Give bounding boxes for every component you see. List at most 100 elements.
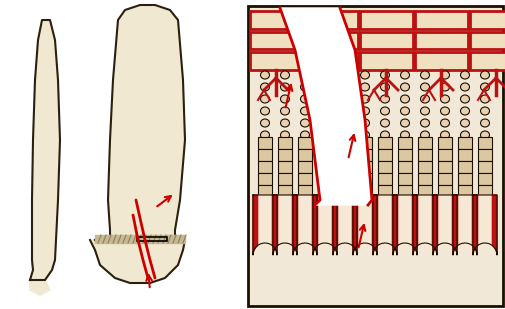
Polygon shape [418,195,430,253]
Ellipse shape [440,95,448,103]
Polygon shape [278,195,290,253]
Polygon shape [378,195,390,253]
Bar [337,137,351,149]
Ellipse shape [380,71,389,79]
Bar [305,11,358,29]
Ellipse shape [480,95,488,103]
Ellipse shape [340,107,349,115]
Polygon shape [298,195,311,253]
Polygon shape [372,195,396,255]
Polygon shape [432,195,456,255]
Polygon shape [478,195,490,253]
Polygon shape [472,195,496,255]
Bar [337,161,351,173]
Ellipse shape [440,71,448,79]
Ellipse shape [440,107,448,115]
Bar [317,137,331,149]
Bar [477,185,491,197]
Bar [258,173,272,185]
Bar [397,185,411,197]
Ellipse shape [360,83,369,91]
Bar [137,237,167,241]
Ellipse shape [280,71,289,79]
Ellipse shape [460,119,469,127]
Ellipse shape [480,71,488,79]
Bar [277,137,291,149]
Ellipse shape [280,107,289,115]
Ellipse shape [460,95,469,103]
Bar [469,11,505,29]
Ellipse shape [440,83,448,91]
Polygon shape [273,195,296,255]
Ellipse shape [260,107,269,115]
Ellipse shape [480,83,488,91]
Bar [337,185,351,197]
Ellipse shape [480,107,488,115]
Bar [437,161,451,173]
Polygon shape [358,195,370,253]
Bar [457,185,471,197]
Polygon shape [259,195,271,253]
Polygon shape [313,195,336,255]
Bar [397,173,411,185]
Bar [437,149,451,161]
Ellipse shape [280,119,289,127]
Bar [249,32,302,49]
Ellipse shape [400,83,409,91]
Ellipse shape [300,83,309,91]
Ellipse shape [280,95,289,103]
Bar [477,173,491,185]
Bar [297,137,312,149]
Ellipse shape [340,71,349,79]
Ellipse shape [400,119,409,127]
Ellipse shape [260,131,269,139]
Bar [359,32,412,49]
Polygon shape [90,240,185,283]
Bar [358,149,371,161]
Bar [277,161,291,173]
Bar [258,161,272,173]
Bar [297,161,312,173]
Polygon shape [452,195,476,255]
Polygon shape [95,5,185,240]
Bar [377,161,391,173]
Bar [358,137,371,149]
Bar [297,185,312,197]
Ellipse shape [440,131,448,139]
Bar [417,149,431,161]
Ellipse shape [320,107,329,115]
Bar [305,32,358,49]
Bar [397,161,411,173]
Bar [358,161,371,173]
Ellipse shape [280,131,289,139]
Bar [437,173,451,185]
Bar [397,137,411,149]
Ellipse shape [360,95,369,103]
Bar [258,137,272,149]
Bar [397,149,411,161]
Ellipse shape [400,71,409,79]
Ellipse shape [340,83,349,91]
Bar [437,137,451,149]
Ellipse shape [420,71,429,79]
Ellipse shape [420,131,429,139]
Bar [247,6,502,306]
Bar [469,32,505,49]
Ellipse shape [420,107,429,115]
Polygon shape [318,195,330,253]
Bar [359,11,412,29]
Ellipse shape [320,83,329,91]
Ellipse shape [300,131,309,139]
Bar [258,185,272,197]
Bar [249,11,302,29]
Polygon shape [252,195,276,255]
Ellipse shape [260,83,269,91]
Bar [95,235,185,243]
Bar [414,32,467,49]
Bar [277,185,291,197]
Bar [377,185,391,197]
Bar [437,185,451,197]
Bar [457,161,471,173]
Polygon shape [279,8,371,205]
Ellipse shape [320,71,329,79]
